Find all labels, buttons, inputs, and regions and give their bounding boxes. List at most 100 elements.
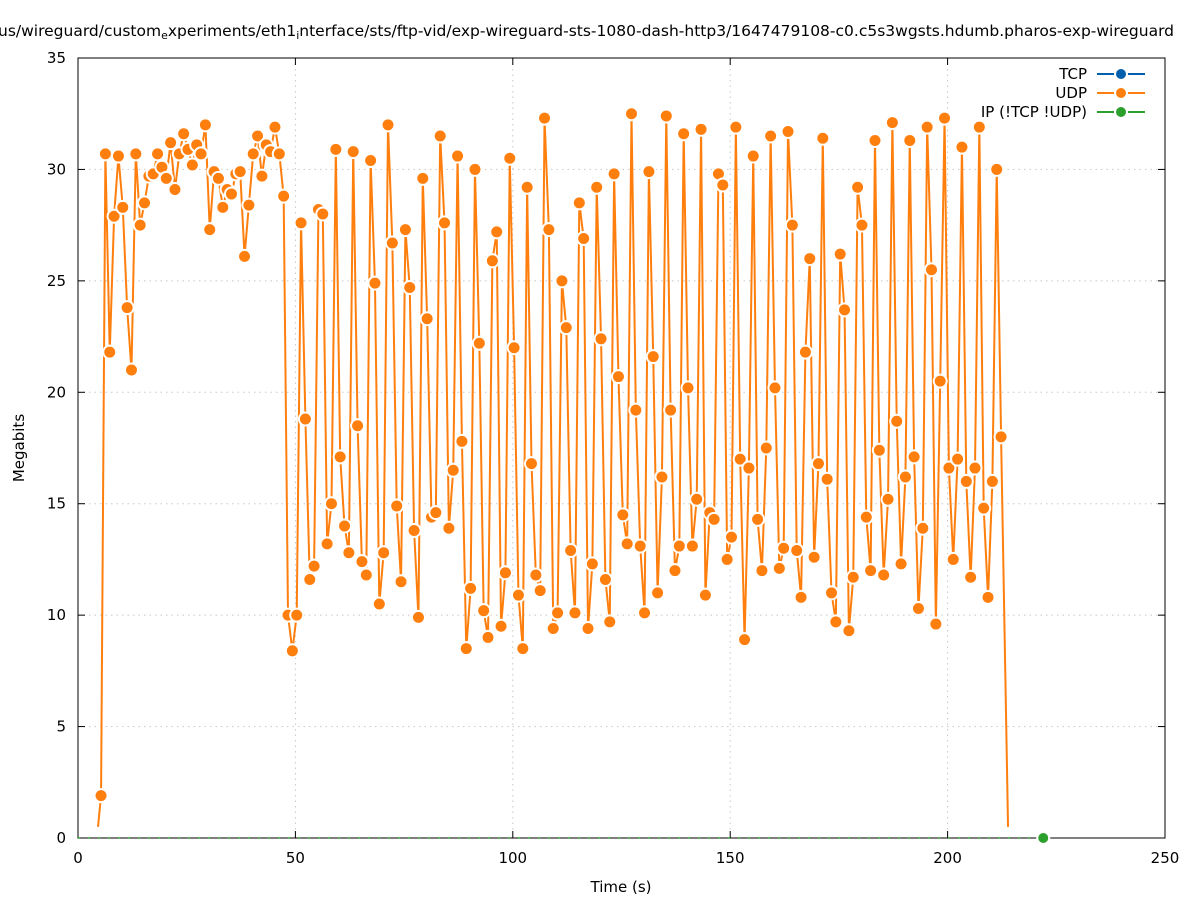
udp-data-point: [402, 280, 418, 296]
udp-data-point: [210, 170, 226, 186]
udp-data-point: [158, 170, 174, 186]
udp-data-point: [689, 491, 705, 507]
udp-data-point: [915, 520, 931, 536]
udp-data-point: [750, 511, 766, 527]
udp-data-point: [458, 641, 474, 657]
udp-data-point: [363, 153, 379, 169]
udp-data-point: [332, 449, 348, 465]
udp-data-point: [315, 206, 331, 222]
udp-data-point: [741, 460, 757, 476]
udp-data-point: [184, 157, 200, 173]
udp-data-point: [106, 208, 122, 224]
udp-data-point: [545, 621, 561, 637]
udp-data-point: [841, 623, 857, 639]
udp-data-point: [693, 121, 709, 137]
udp-data-point: [858, 509, 874, 525]
udp-data-point: [528, 567, 544, 583]
udp-data-point: [484, 253, 500, 269]
udp-data-point: [854, 217, 870, 233]
udp-data-point: [345, 144, 361, 160]
udp-data-point: [323, 496, 339, 512]
udp-data-point: [163, 135, 179, 151]
udp-data-point: [123, 362, 139, 378]
udp-data-point: [815, 130, 831, 146]
udp-data-point: [745, 148, 761, 164]
udp-data-point: [928, 616, 944, 632]
udp-data-point: [297, 411, 313, 427]
udp-data-point: [832, 246, 848, 262]
udp-data-point: [684, 538, 700, 554]
udp-data-point: [102, 344, 118, 360]
legend-marker: [1114, 105, 1128, 119]
udp-data-point: [532, 583, 548, 599]
udp-data-point: [193, 146, 209, 162]
udp-data-point: [515, 641, 531, 657]
udp-data-point: [584, 556, 600, 572]
udp-data-point: [628, 402, 644, 418]
udp-data-point: [650, 585, 666, 601]
udp-data-point: [197, 117, 213, 133]
udp-data-point: [871, 442, 887, 458]
udp-data-point: [667, 563, 683, 579]
udp-data-point: [937, 110, 953, 126]
udp-data-point: [897, 469, 913, 485]
udp-data-point: [132, 217, 148, 233]
udp-data-point: [384, 235, 400, 251]
udp-data-point: [893, 556, 909, 572]
udp-data-point: [958, 473, 974, 489]
udp-data-point: [202, 222, 218, 238]
x-tick-label: 100: [498, 849, 527, 867]
title-part: us/wireguard/custom: [0, 22, 161, 40]
udp-data-point: [993, 429, 1009, 445]
udp-data-point: [306, 558, 322, 574]
udp-data-point: [454, 433, 470, 449]
title-part: e: [161, 29, 168, 42]
udp-data-point: [328, 141, 344, 157]
udp-data-point: [215, 199, 231, 215]
udp-data-point: [715, 177, 731, 193]
udp-data-point: [945, 551, 961, 567]
udp-data-point: [597, 571, 613, 587]
udp-data-point: [354, 554, 370, 570]
udp-data-point: [658, 108, 674, 124]
grid: [78, 58, 1165, 838]
udp-data-point: [523, 456, 539, 472]
udp-data-point: [397, 222, 413, 238]
udp-data-point: [319, 536, 335, 552]
udp-data-point: [502, 150, 518, 166]
udp-data-point: [789, 543, 805, 559]
udp-data-point: [128, 146, 144, 162]
udp-data-point: [963, 569, 979, 585]
udp-data-point: [432, 128, 448, 144]
udp-data-point: [119, 300, 135, 316]
title-part: xperiments/eth1: [168, 22, 296, 40]
udp-data-point: [619, 536, 635, 552]
udp-data-point: [510, 587, 526, 603]
y-axis-label: Megabits: [10, 414, 28, 482]
udp-data-point: [497, 565, 513, 581]
udp-data-point: [819, 471, 835, 487]
y-tick-label: 15: [47, 495, 66, 513]
udp-data-point: [558, 320, 574, 336]
udp-data-point: [393, 574, 409, 590]
udp-data-point: [637, 605, 653, 621]
udp-data-point: [410, 609, 426, 625]
udp-data-point: [663, 402, 679, 418]
udp-data-point: [441, 520, 457, 536]
udp-data-point: [537, 110, 553, 126]
y-tick-label: 35: [47, 49, 66, 67]
title-part: nterface/sts/ftp-vid/exp-wireguard-sts-1…: [299, 22, 1174, 40]
y-tick-label: 30: [47, 160, 66, 178]
x-tick-label: 50: [286, 849, 305, 867]
udp-data-point: [767, 380, 783, 396]
udp-data-point: [150, 146, 166, 162]
udp-data-point: [771, 560, 787, 576]
y-tick-label: 20: [47, 383, 66, 401]
udp-data-point: [232, 164, 248, 180]
udp-data-point: [115, 199, 131, 215]
udp-data-point: [467, 161, 483, 177]
udp-data-point: [884, 115, 900, 131]
udp-data-point: [389, 498, 405, 514]
udp-data-point: [406, 522, 422, 538]
